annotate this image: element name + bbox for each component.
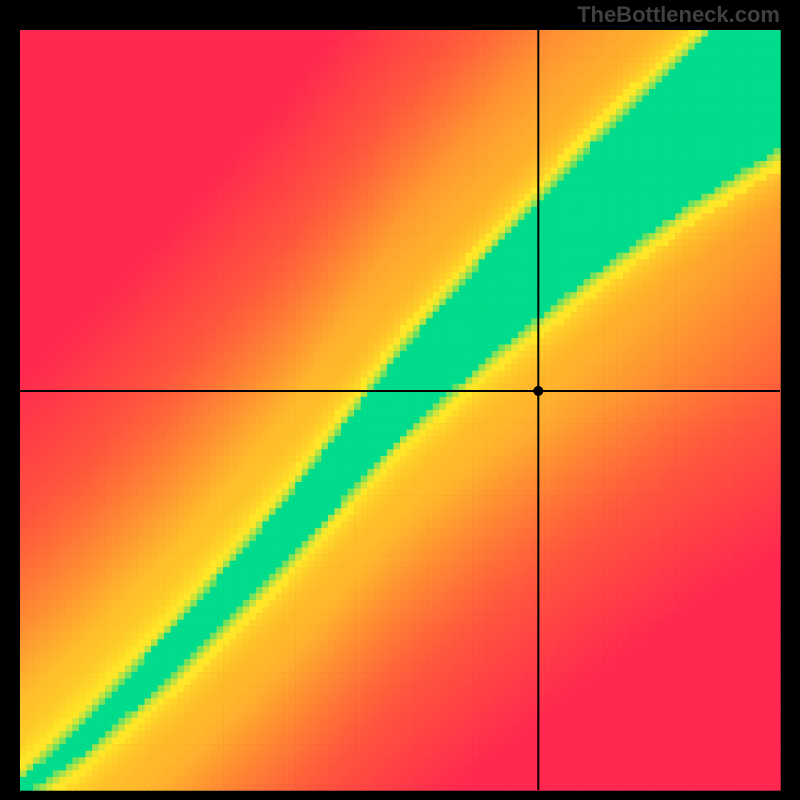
watermark-text: TheBottleneck.com bbox=[577, 2, 780, 28]
chart-container: TheBottleneck.com bbox=[0, 0, 800, 800]
bottleneck-heatmap bbox=[0, 0, 800, 800]
